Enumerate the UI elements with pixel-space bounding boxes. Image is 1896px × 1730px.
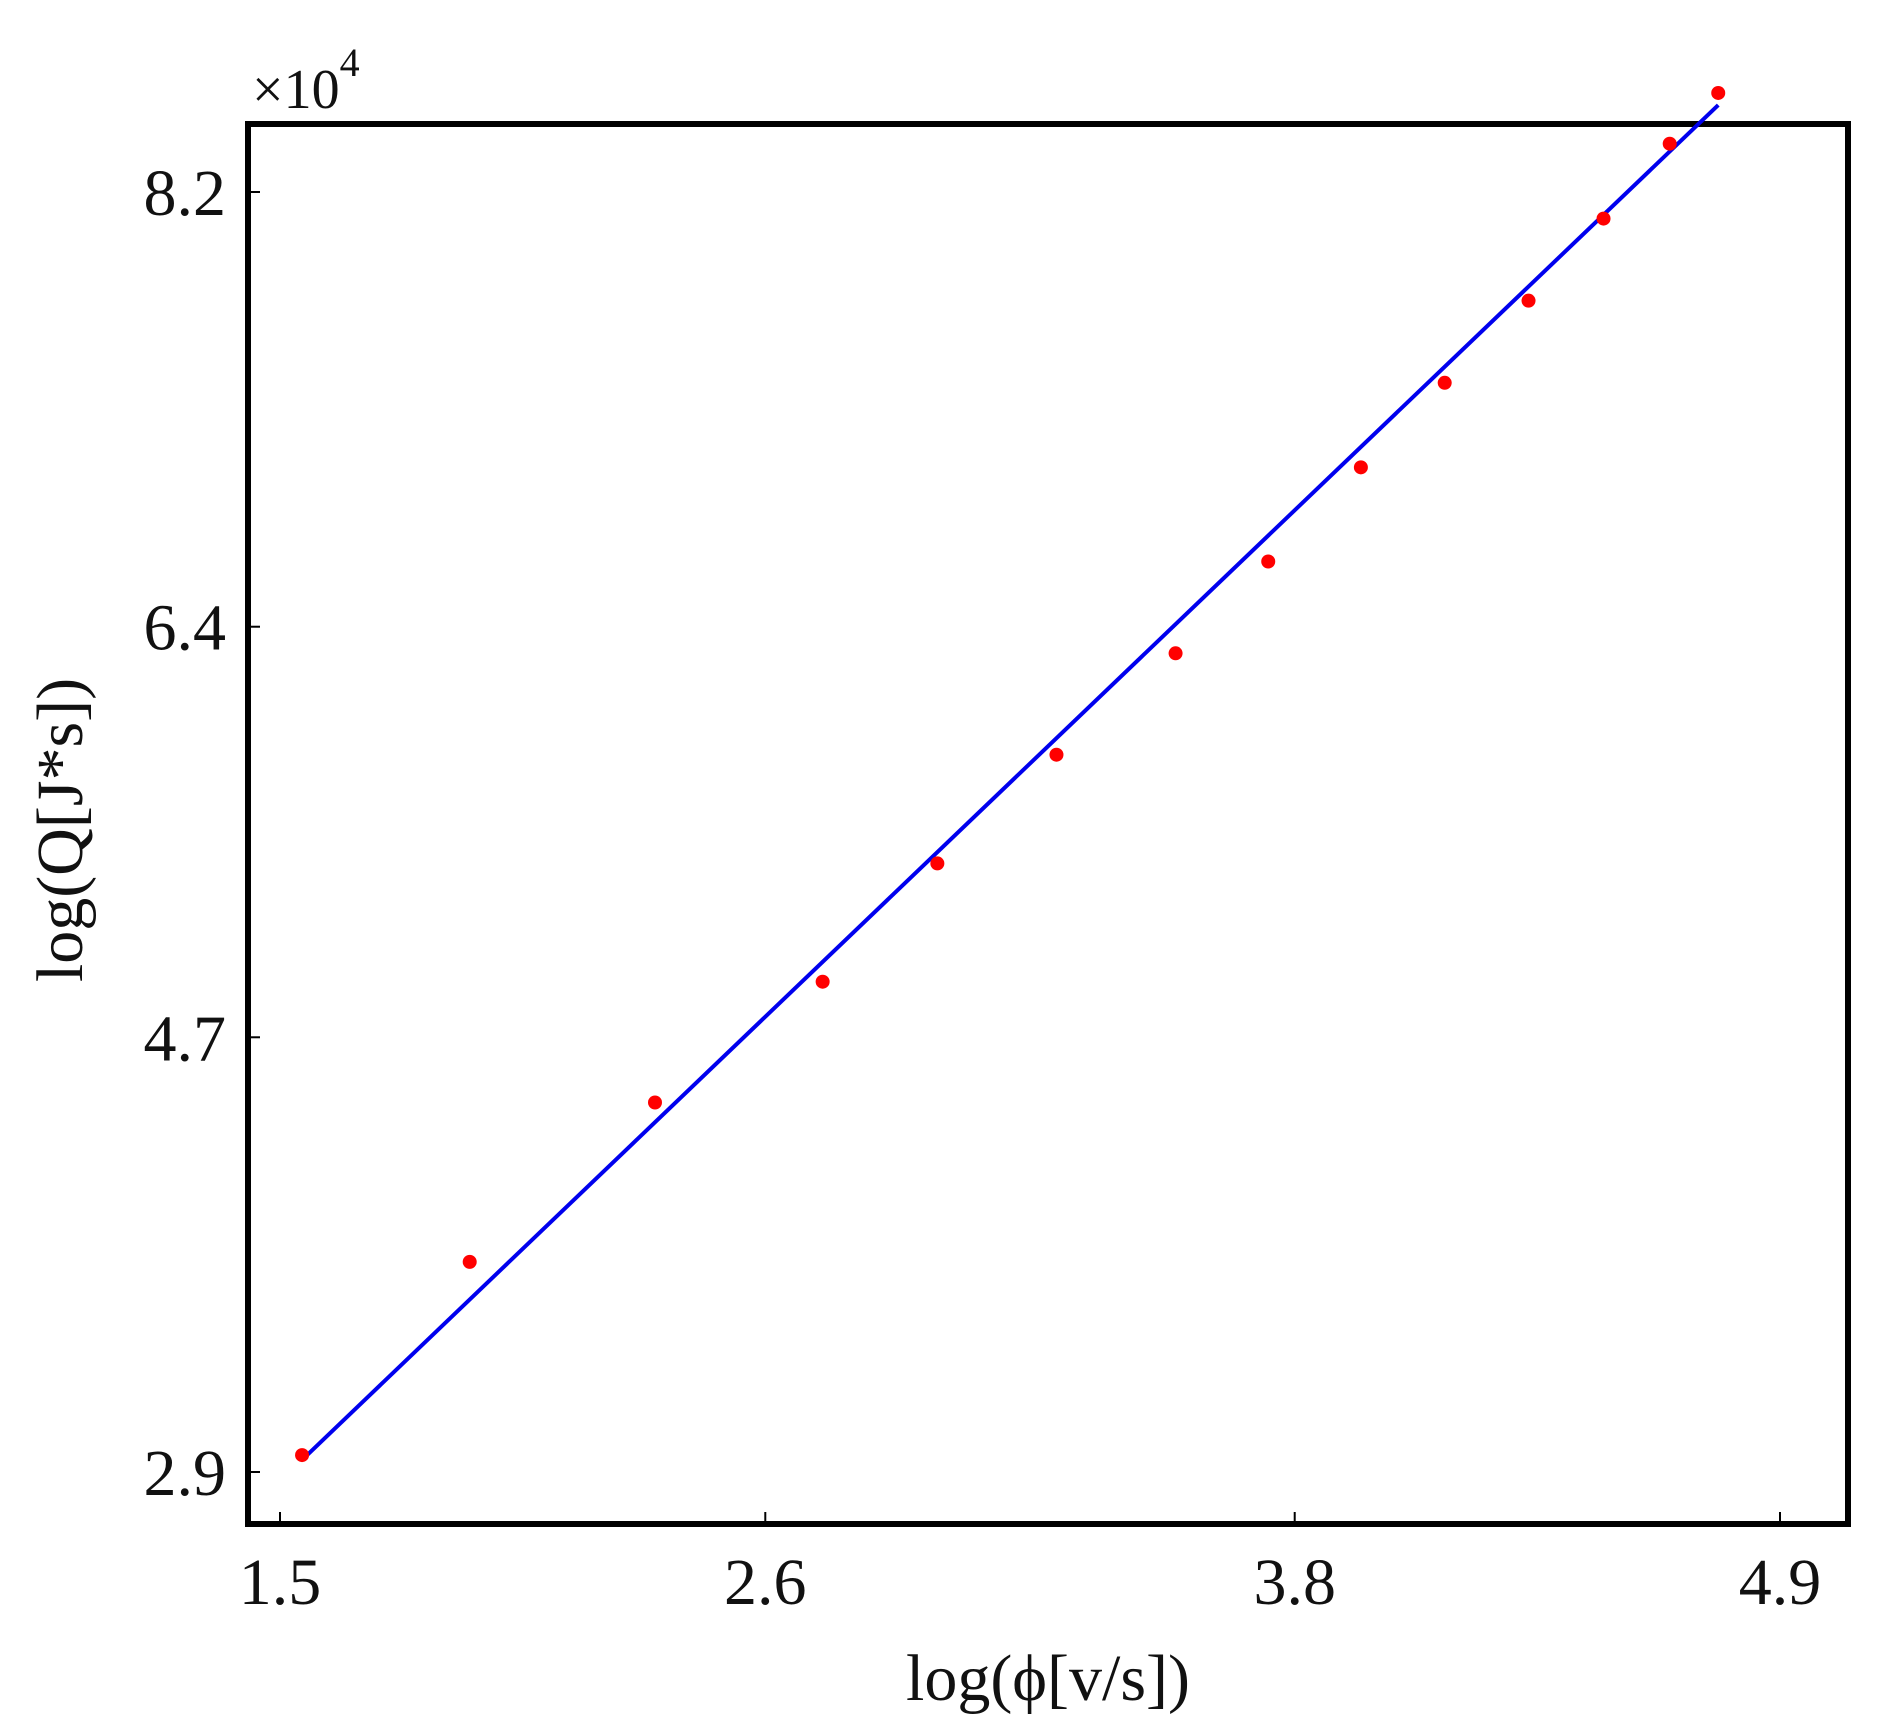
y-tick-label: 8.2 — [144, 157, 227, 230]
y-multiplier: ×104 — [252, 40, 360, 121]
data-point — [1353, 460, 1368, 475]
data-point — [1521, 293, 1536, 308]
data-point — [1437, 375, 1452, 390]
plot-frame — [245, 121, 1851, 1527]
y-tick-label: 6.4 — [144, 592, 227, 665]
data-point — [295, 1448, 310, 1463]
y-tick-label: 2.9 — [144, 1437, 227, 1510]
data-point — [1168, 646, 1183, 661]
y-tick-label: 4.7 — [144, 1002, 227, 1075]
data-point — [462, 1254, 477, 1269]
data-point — [1711, 85, 1726, 100]
x-tick-label: 4.9 — [1739, 1546, 1822, 1619]
data-point — [1662, 136, 1677, 151]
data-point — [1261, 554, 1276, 569]
x-tick-label: 2.6 — [724, 1546, 807, 1619]
tick-marks — [248, 191, 1781, 1524]
y-tick-labels: 2.9 4.7 6.4 8.2 — [144, 157, 227, 1510]
x-axis-label: log(ϕ[v/s]) — [906, 1642, 1190, 1715]
data-point — [930, 856, 945, 871]
data-point — [1049, 747, 1064, 762]
x-tick-label: 1.5 — [239, 1546, 322, 1619]
data-point — [1596, 211, 1611, 226]
data-point — [648, 1095, 662, 1110]
y-axis-label: log(Q[J*s]) — [24, 678, 97, 982]
data-point — [815, 974, 830, 989]
series-layer — [295, 85, 1726, 1463]
x-tick-labels: 1.5 2.6 3.8 4.9 — [239, 1546, 1822, 1619]
x-tick-label: 3.8 — [1253, 1546, 1336, 1619]
fit-line — [300, 103, 1720, 1462]
